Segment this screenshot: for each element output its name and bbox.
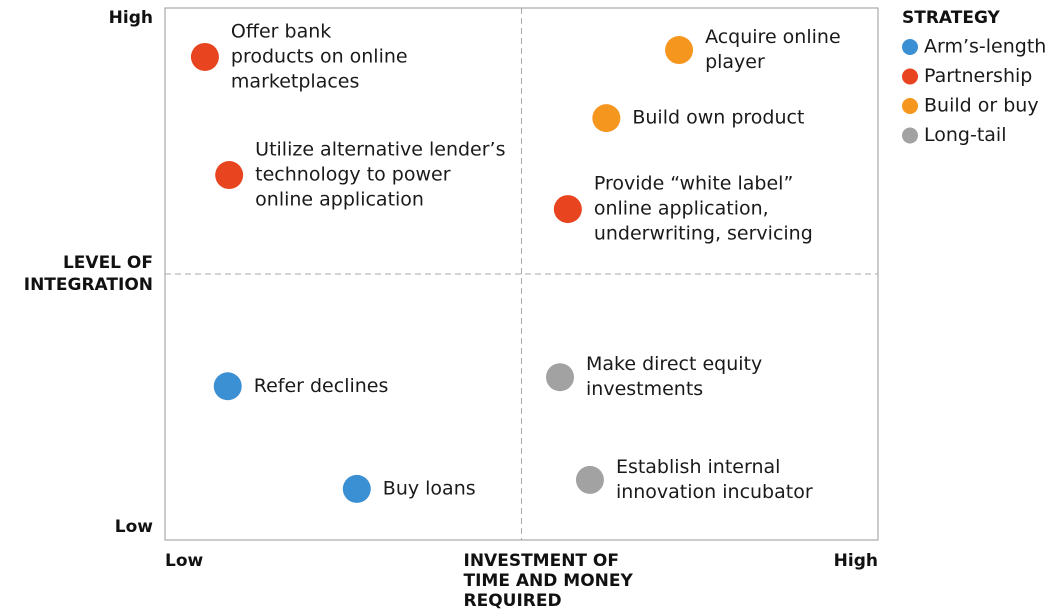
legend-label: Long-tail (924, 124, 1007, 146)
legend-title: STRATEGY (902, 8, 1001, 28)
point (215, 161, 244, 190)
point-label: online application (255, 189, 424, 211)
point-label: Buy loans (383, 477, 476, 499)
point-label: Acquire online (705, 26, 841, 48)
point-label: technology to power (255, 164, 451, 186)
point-label: Offer bank (231, 20, 331, 42)
point (665, 36, 694, 65)
legend-marker (902, 39, 918, 55)
x-tick-label: High (834, 551, 878, 571)
point-label: player (705, 51, 765, 73)
y-axis-title: INTEGRATION (24, 275, 153, 295)
point-label: Provide “white label” (594, 173, 793, 195)
point-label: Make direct equity (586, 353, 762, 375)
point (546, 363, 575, 392)
point (592, 104, 621, 133)
point-label: online application, (594, 198, 769, 220)
legend-marker (902, 68, 918, 85)
point-label: underwriting, servicing (594, 223, 813, 245)
point-label: Build own product (632, 107, 804, 129)
point-label: products on online (231, 45, 408, 67)
point-label: innovation incubator (616, 481, 813, 503)
point (575, 465, 604, 494)
x-axis-title: REQUIRED (464, 591, 562, 611)
legend-marker (902, 98, 918, 114)
point-label: investments (586, 378, 703, 400)
point-label: Establish internal (616, 456, 781, 478)
point-label: Utilize alternative lender’s (255, 139, 505, 161)
point (553, 195, 582, 224)
x-axis-title: TIME AND MONEY (464, 571, 634, 591)
y-tick-label: Low (115, 517, 154, 537)
legend-label: Arm’s-length (924, 36, 1046, 58)
legend-label: Partnership (924, 65, 1032, 87)
x-tick-label: Low (165, 551, 204, 571)
point-label: marketplaces (231, 70, 359, 92)
x-axis-title: INVESTMENT OF (464, 551, 620, 571)
y-tick-label: High (109, 8, 153, 28)
y-axis-title: LEVEL OF (63, 253, 153, 273)
point-label: Refer declines (254, 375, 389, 397)
point (342, 474, 371, 503)
point (213, 372, 242, 401)
legend-label: Build or buy (924, 95, 1039, 117)
legend-marker (902, 127, 918, 144)
point (190, 42, 219, 71)
